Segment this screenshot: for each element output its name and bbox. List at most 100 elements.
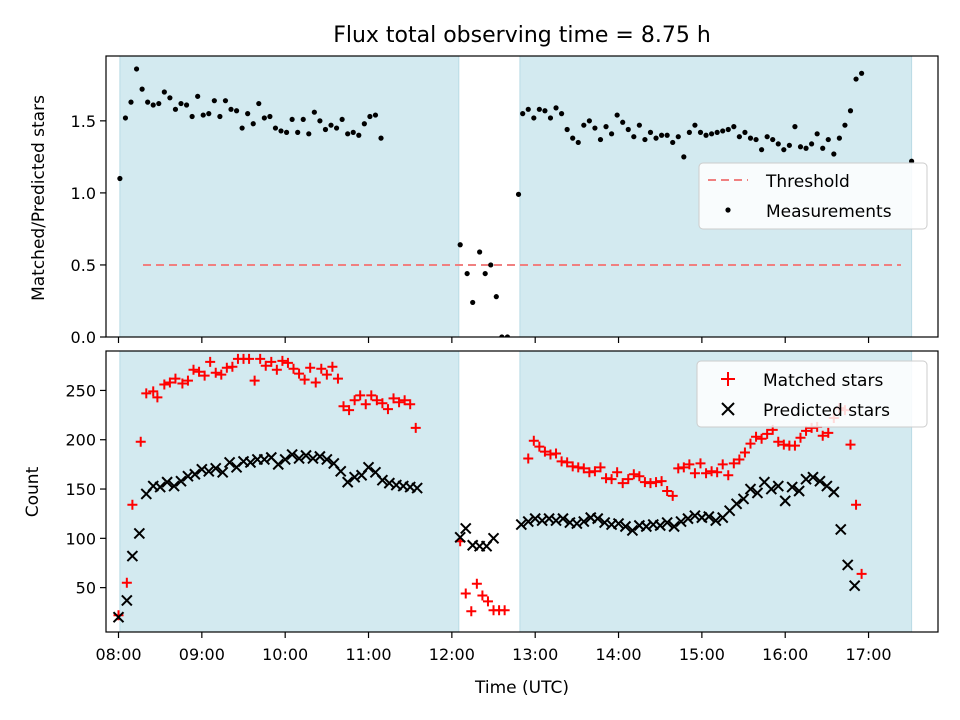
predicted-star-point-13 bbox=[203, 465, 215, 477]
predicted-star-point-62 bbox=[598, 516, 611, 529]
x-tick-label-5: 13:00 bbox=[512, 645, 558, 664]
measurement-point-21 bbox=[233, 108, 240, 114]
predicted-star-point-70 bbox=[654, 519, 666, 532]
measurement-point-31 bbox=[289, 116, 295, 123]
measurement-point-47 bbox=[378, 135, 384, 141]
measurement-point-6 bbox=[150, 102, 156, 108]
predicted-legend-x-icon bbox=[721, 402, 735, 416]
measurement-point-67 bbox=[570, 135, 576, 141]
measurement-point-38 bbox=[328, 122, 334, 128]
matched-star-point-45 bbox=[371, 395, 382, 406]
matched-star-point-25 bbox=[260, 360, 271, 371]
measurement-point-1 bbox=[122, 115, 129, 121]
measurement-point-114 bbox=[831, 151, 837, 157]
measurement-point-118 bbox=[853, 76, 859, 82]
predicted-star-point-96 bbox=[835, 523, 847, 536]
measurement-point-27 bbox=[267, 113, 273, 120]
predicted-star-point-81 bbox=[730, 498, 743, 510]
measurement-point-48 bbox=[457, 242, 463, 248]
measurement-point-65 bbox=[558, 111, 565, 117]
measurement-point-17 bbox=[211, 98, 217, 104]
matched-star-point-43 bbox=[360, 399, 371, 410]
axes-frame-bottom bbox=[105, 350, 939, 633]
measurement-point-0 bbox=[117, 175, 123, 182]
predicted-star-point-14 bbox=[210, 462, 222, 475]
measurement-point-79 bbox=[636, 122, 642, 128]
matched-star-point-91 bbox=[684, 459, 695, 470]
measurement-point-117 bbox=[847, 108, 854, 114]
matched-star-point-16 bbox=[210, 367, 221, 378]
measurement-point-46 bbox=[372, 112, 379, 118]
matched-star-point-92 bbox=[689, 468, 700, 479]
matched-star-point-62 bbox=[523, 453, 534, 464]
matched-star-point-58 bbox=[482, 596, 493, 607]
predicted-star-point-25 bbox=[286, 448, 298, 461]
predicted-star-point-10 bbox=[182, 470, 194, 482]
matched-star-point-42 bbox=[355, 390, 366, 401]
matched-star-point-14 bbox=[199, 370, 210, 381]
measurement-point-66 bbox=[564, 126, 570, 133]
measurement-point-50 bbox=[470, 299, 476, 306]
matched-star-point-102 bbox=[745, 438, 756, 449]
measurement-point-33 bbox=[300, 116, 306, 123]
measurement-point-76 bbox=[620, 119, 626, 125]
predicted-star-point-51 bbox=[522, 515, 534, 528]
measurement-point-20 bbox=[228, 106, 234, 112]
matched-star-point-11 bbox=[182, 375, 193, 386]
measurement-point-24 bbox=[250, 121, 256, 127]
predicted-star-point-75 bbox=[689, 509, 701, 522]
measurement-point-104 bbox=[775, 141, 781, 147]
measurement-point-19 bbox=[222, 98, 229, 104]
measurement-point-59 bbox=[525, 106, 531, 112]
measurement-point-105 bbox=[781, 147, 787, 153]
matched-star-point-105 bbox=[762, 428, 773, 439]
predicted-star-point-64 bbox=[612, 517, 625, 530]
measurement-point-94 bbox=[720, 128, 726, 134]
predicted-star-point-16 bbox=[223, 456, 236, 469]
measurement-point-15 bbox=[200, 112, 206, 118]
measurement-point-25 bbox=[256, 100, 262, 107]
measurement-point-13 bbox=[189, 113, 195, 120]
matched-star-point-6 bbox=[152, 392, 163, 403]
measurement-point-61 bbox=[536, 106, 542, 112]
matched-star-point-67 bbox=[551, 448, 562, 459]
predicted-star-point-98 bbox=[848, 579, 861, 592]
predicted-star-point-59 bbox=[578, 515, 590, 528]
y-tick-label-bottom-0: 50 bbox=[76, 579, 96, 598]
measurement-point-36 bbox=[317, 118, 323, 124]
x-tick-label-7: 15:00 bbox=[679, 645, 725, 664]
x-tick-label-6: 14:00 bbox=[595, 645, 641, 664]
predicted-star-point-6 bbox=[154, 481, 166, 493]
matched-star-point-55 bbox=[466, 606, 477, 617]
matched-star-point-94 bbox=[701, 468, 712, 479]
matched-star-point-2 bbox=[127, 499, 138, 510]
matched-star-point-88 bbox=[667, 490, 678, 501]
predicted-star-point-95 bbox=[828, 486, 840, 498]
matched-star-point-50 bbox=[399, 395, 410, 406]
matched-star-point-5 bbox=[148, 386, 159, 397]
measurement-point-112 bbox=[820, 145, 826, 151]
measurement-point-39 bbox=[333, 125, 340, 131]
measurement-point-77 bbox=[625, 126, 631, 133]
predicted-star-point-0 bbox=[112, 611, 125, 623]
predicted-star-point-74 bbox=[682, 512, 694, 525]
measurement-point-107 bbox=[792, 124, 798, 130]
measurement-point-7 bbox=[156, 100, 162, 107]
measurement-point-63 bbox=[547, 115, 554, 121]
bottom-y-axis-label: Count bbox=[23, 466, 43, 517]
top-legend: Threshold Measurements bbox=[698, 162, 928, 230]
matched-star-point-23 bbox=[249, 375, 260, 386]
measurement-point-3 bbox=[133, 66, 140, 72]
matched-star-point-29 bbox=[282, 357, 293, 368]
measurement-point-34 bbox=[306, 131, 312, 137]
measurement-point-57 bbox=[515, 191, 522, 197]
measurement-point-110 bbox=[809, 141, 815, 147]
matched-star-point-78 bbox=[612, 467, 623, 478]
matched-star-point-34 bbox=[310, 377, 321, 388]
matched-star-point-122 bbox=[856, 568, 867, 579]
predicted-star-point-30 bbox=[321, 453, 333, 466]
measurement-point-97 bbox=[736, 134, 742, 140]
predicted-star-point-11 bbox=[189, 468, 201, 480]
measurement-point-80 bbox=[642, 136, 648, 143]
